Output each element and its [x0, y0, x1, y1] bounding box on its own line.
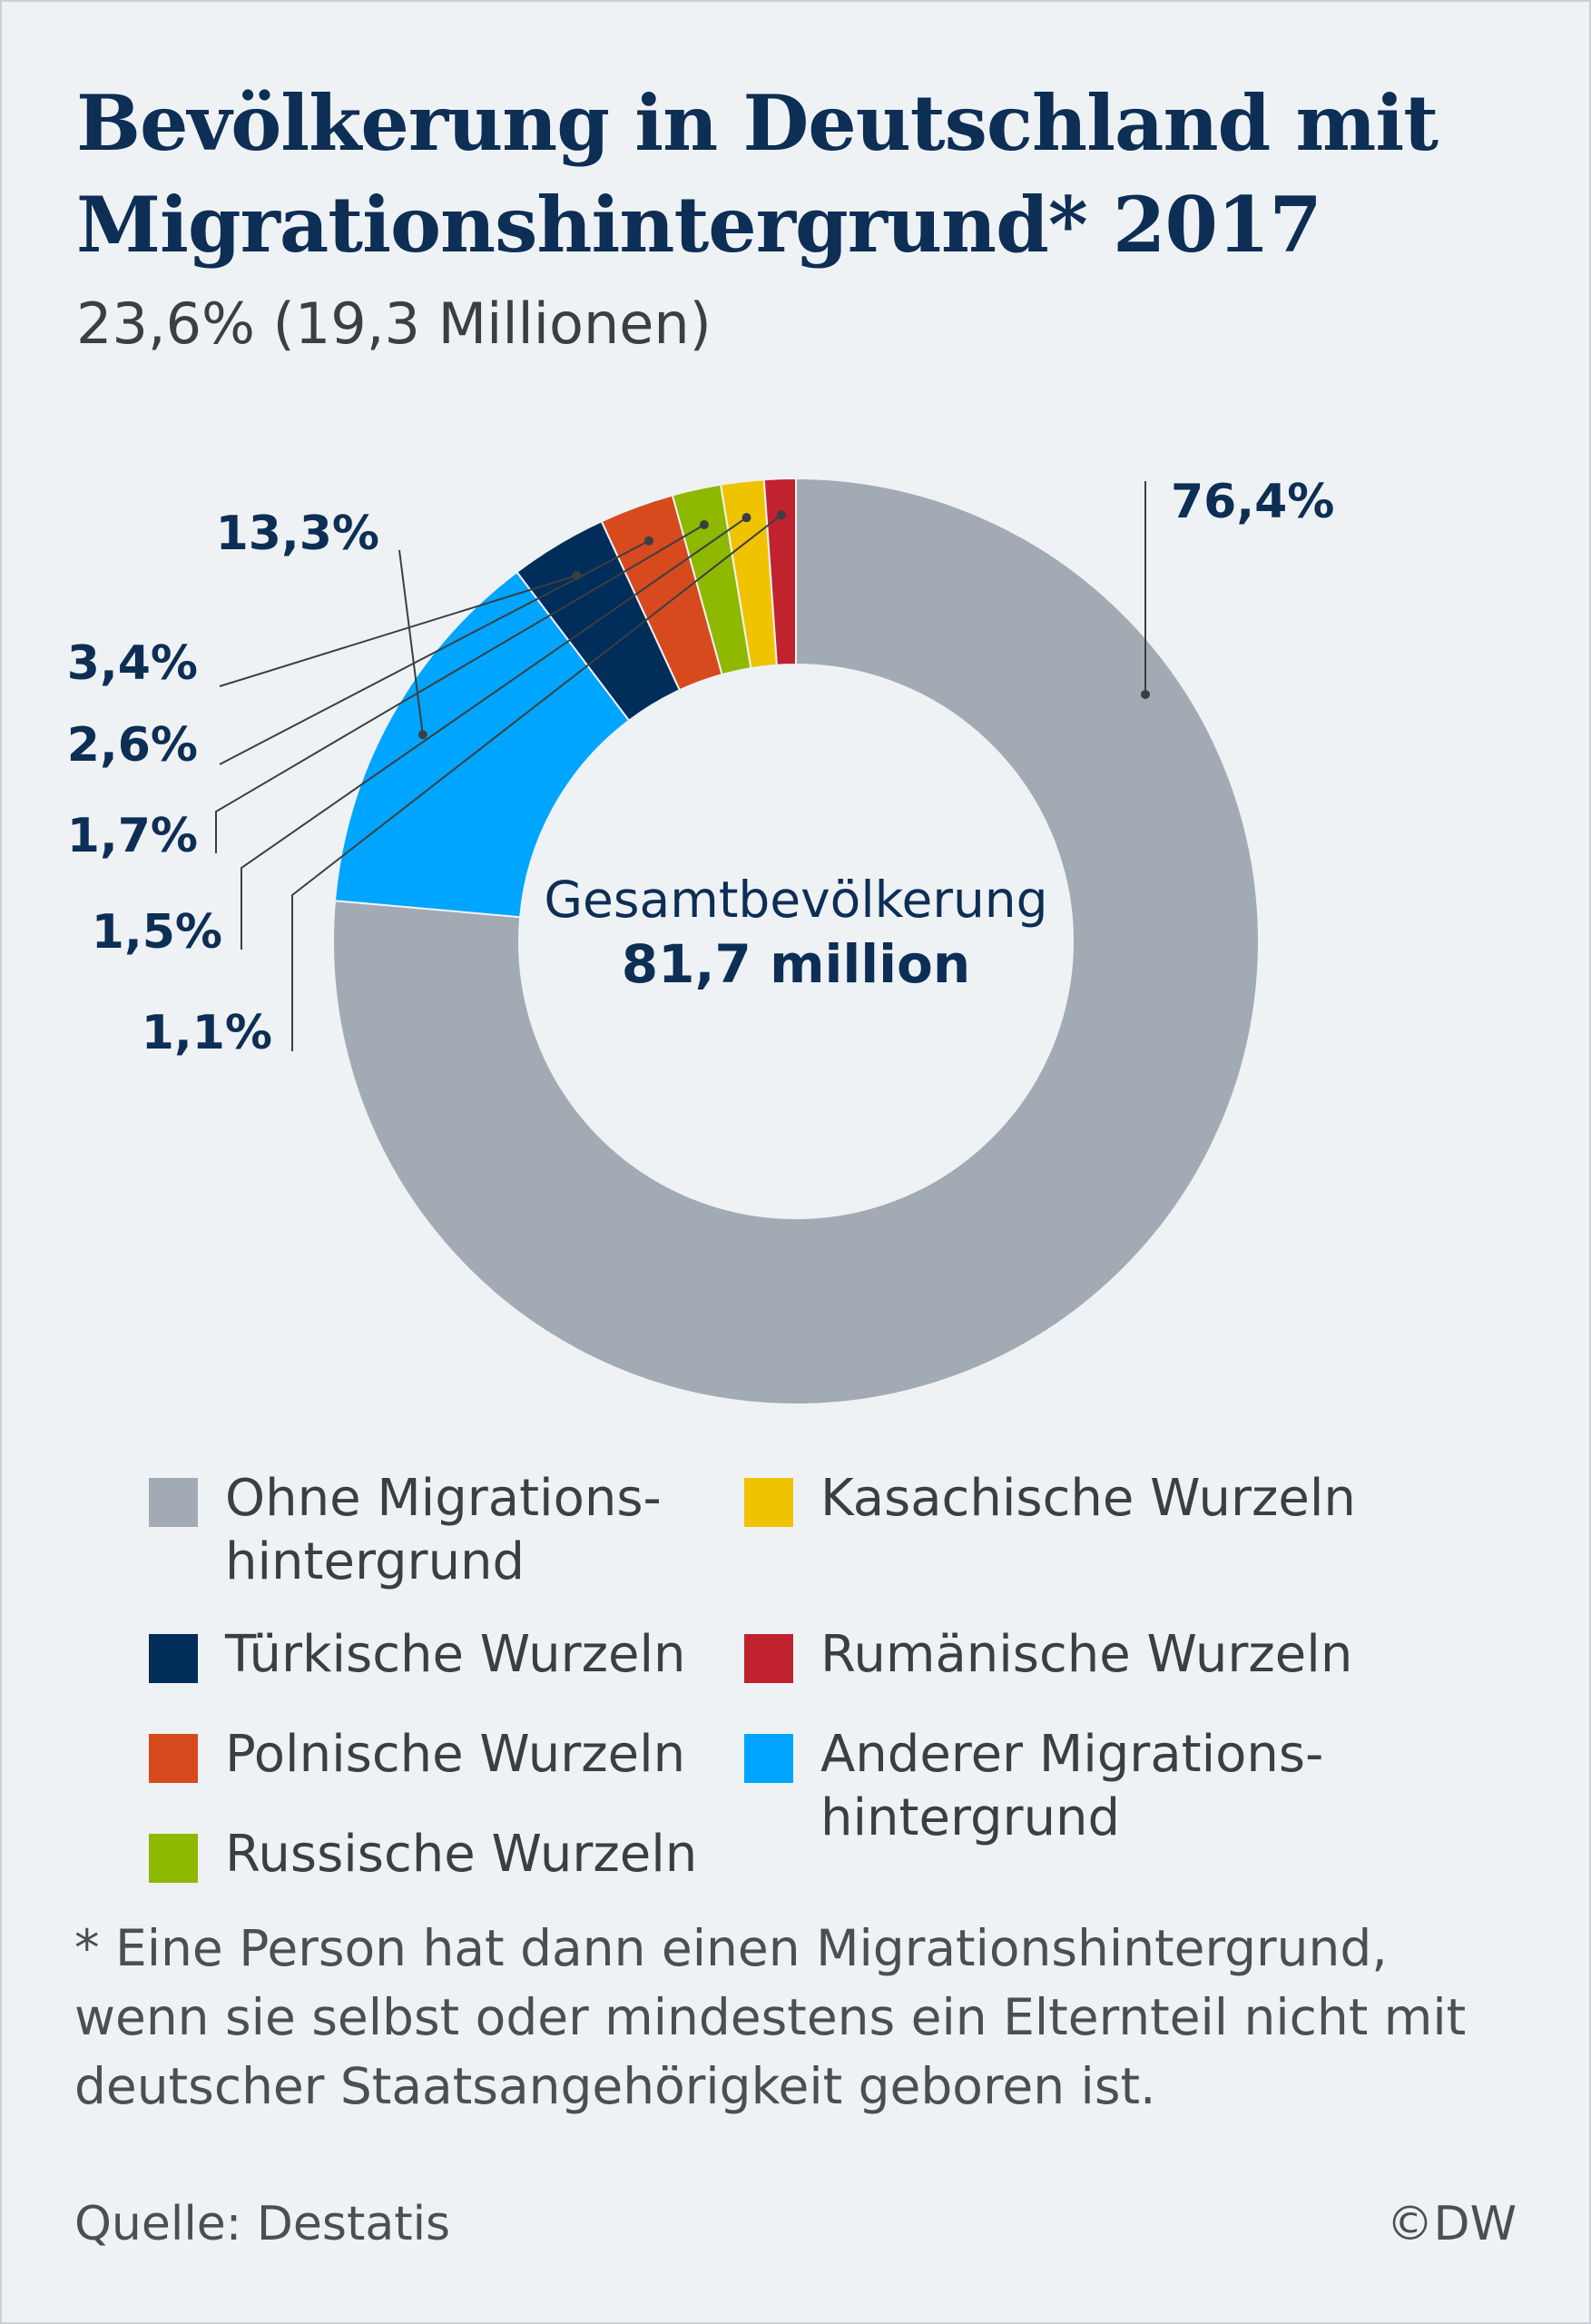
legend-label-line: Türkische Wurzeln [225, 1625, 686, 1684]
legend-label-line: Anderer Migrations- [820, 1725, 1324, 1784]
data-label-tuerkische-wurzeln: 3,4% [67, 636, 198, 691]
legend-swatch [744, 1734, 793, 1783]
center-total-value: 81,7 million [622, 933, 970, 995]
chart-subtitle: 23,6% (19,3 Millionen) [76, 290, 712, 357]
chart-title-line-1: Bevölkerung in Deutschland mit [76, 78, 1439, 168]
leader-line-anderer-migrationshintergrund [398, 549, 424, 735]
label-leader-lines [215, 481, 1150, 1051]
leader-line-russische-wurzeln [215, 524, 705, 853]
leader-dot-ohne-migrationshintergrund [1141, 690, 1150, 699]
leader-dot-polnische-wurzeln [644, 536, 654, 546]
legend-label: Polnische Wurzeln [225, 1723, 733, 1787]
legend-swatch [149, 1478, 198, 1527]
legend-label-line: hintergrund [225, 1532, 525, 1591]
donut-slice-anderer-migrationshintergrund [333, 570, 631, 919]
footnote-line: wenn sie selbst oder mindestens ein Elte… [74, 1988, 1467, 2046]
footnote-line: deutscher Staatsangehörigkeit geboren is… [74, 2057, 1156, 2115]
leader-line-polnische-wurzeln [219, 539, 650, 765]
copyright-dw: ©DW [1386, 2197, 1517, 2251]
legend-label-line: Kasachische Wurzeln [820, 1469, 1356, 1528]
leader-dot-russische-wurzeln [699, 519, 709, 529]
footnote: * Eine Person hat dann einen Migrationsh… [74, 1914, 1545, 2121]
legend-label-line: Ohne Migrations- [225, 1469, 662, 1528]
data-label-rumaenische-wurzeln: 1,1% [142, 1006, 272, 1060]
legend-label: Kasachische Wurzeln [820, 1467, 1356, 1531]
chart-title-line-2: Migrationshintergrund* 2017 [76, 180, 1322, 270]
leader-dot-kasachische-wurzeln [741, 513, 751, 523]
legend-label: Russische Wurzeln [225, 1823, 733, 1886]
data-label-anderer-migrationshintergrund: 13,3% [216, 507, 379, 561]
legend-swatch [744, 1478, 793, 1527]
legend-label: Türkische Wurzeln [225, 1623, 733, 1687]
legend-swatch [744, 1634, 793, 1683]
legend-swatch [149, 1734, 198, 1783]
center-total-label: Gesamtbevölkerung [544, 871, 1047, 929]
legend-label-line: hintergrund [820, 1788, 1121, 1847]
chart-title: Bevölkerung in Deutschland mit Migration… [76, 73, 1483, 276]
data-label-polnische-wurzeln: 2,6% [67, 718, 198, 773]
leader-line-kasachische-wurzeln [241, 517, 748, 950]
legend-swatch [149, 1634, 198, 1683]
leader-dot-anderer-migrationshintergrund [417, 730, 427, 740]
leader-dot-rumaenische-wurzeln [776, 510, 786, 520]
legend-swatch [149, 1834, 198, 1883]
donut-slice-rumaenische-wurzeln [762, 477, 797, 666]
legend-label: Anderer Migrations- hintergrund [820, 1723, 1329, 1850]
source-note: Quelle: Destatis [74, 2197, 451, 2251]
legend-label-line: Polnische Wurzeln [225, 1725, 686, 1784]
legend-label: Rumänische Wurzeln [820, 1623, 1353, 1687]
donut-slice-ohne-migrationshintergrund [332, 477, 1260, 1405]
leader-line-tuerkische-wurzeln [219, 575, 577, 687]
data-label-kasachische-wurzeln: 1,5% [92, 905, 222, 960]
leader-line-rumaenische-wurzeln [291, 514, 782, 1051]
legend-label: Ohne Migrations- hintergrund [225, 1467, 733, 1594]
data-label-russische-wurzeln: 1,7% [67, 809, 198, 863]
legend-label-line: Russische Wurzeln [225, 1825, 698, 1884]
footnote-line: * Eine Person hat dann einen Migrationsh… [74, 1919, 1388, 1977]
slice-labels: 76,4% 13,3% 3,4% 2,6% 1,7% 1,5% 1,1% [67, 475, 1335, 1060]
legend-label-line: Rumänische Wurzeln [820, 1625, 1353, 1684]
data-label-ohne-migrationshintergrund: 76,4% [1171, 475, 1334, 529]
